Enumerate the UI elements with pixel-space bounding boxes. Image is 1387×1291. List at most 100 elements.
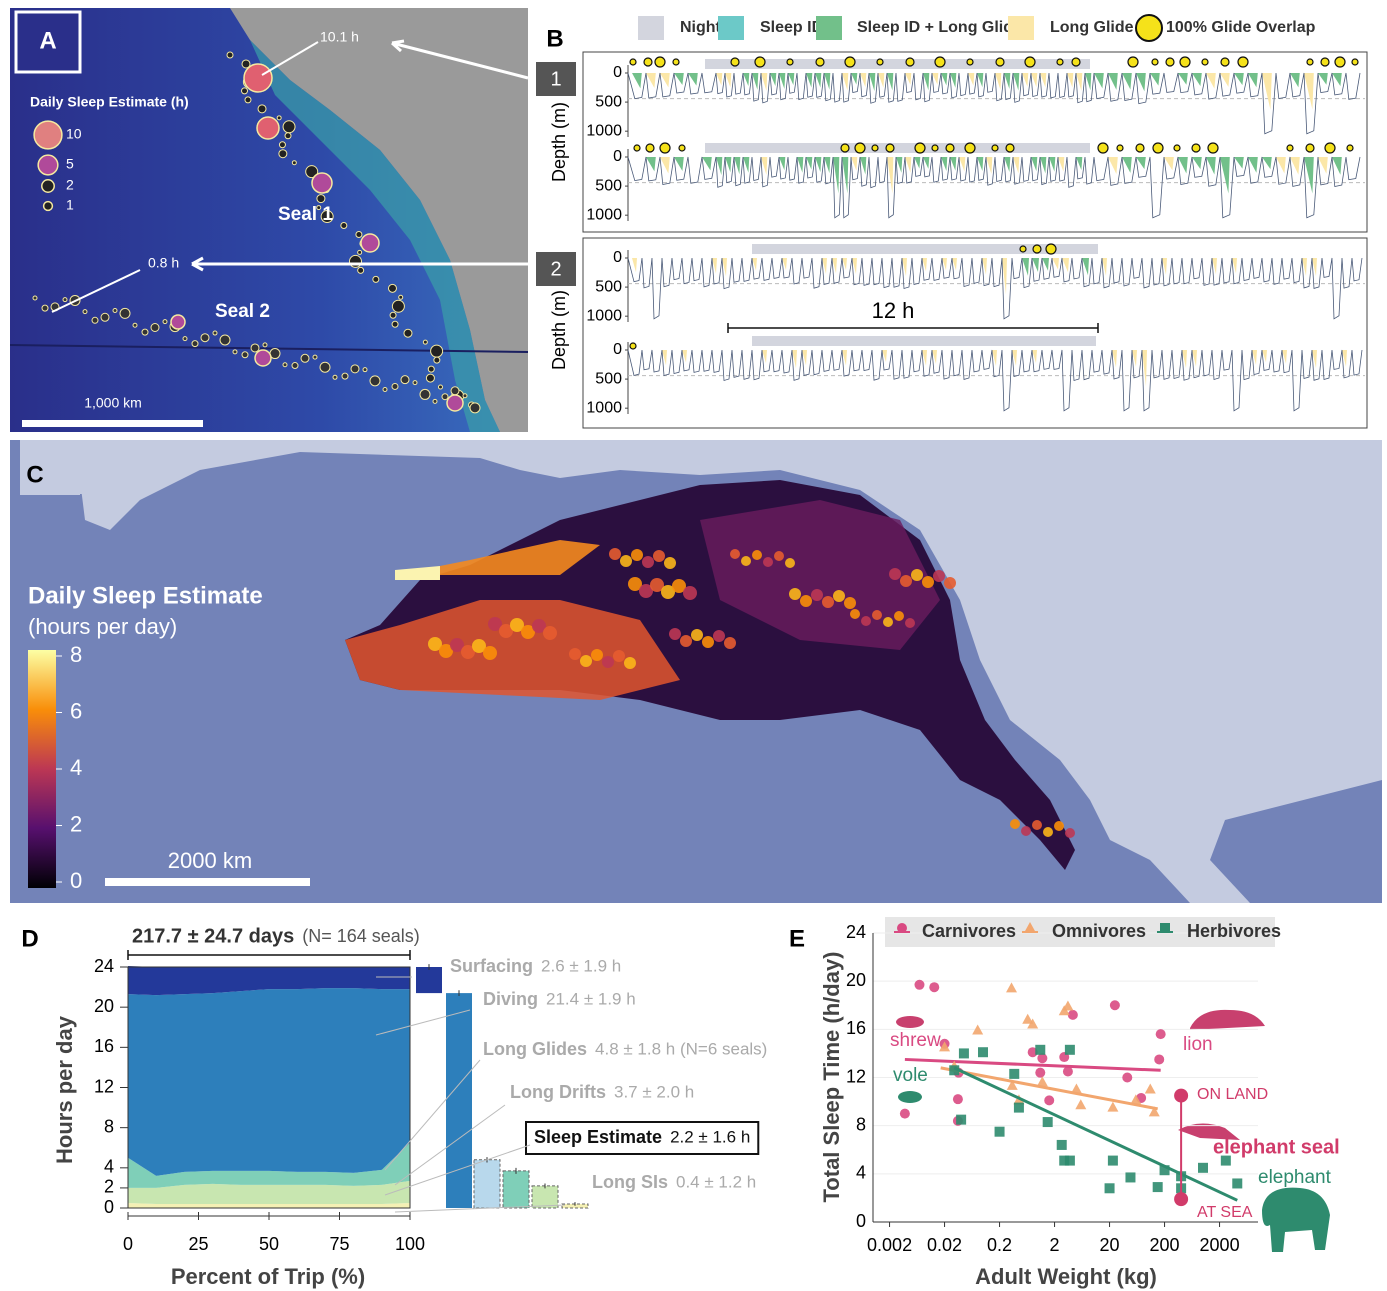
heat-dot	[602, 656, 614, 668]
heat-dot	[642, 556, 654, 568]
legend-label: Omnivores	[1052, 921, 1146, 941]
heat-dot	[1021, 826, 1031, 836]
track-dot	[426, 374, 434, 382]
track-dot	[392, 321, 398, 327]
y-tick-label: 4	[104, 1157, 114, 1177]
heat-dot	[631, 549, 643, 561]
glide-overlap	[1098, 143, 1108, 153]
heat-dot	[1065, 828, 1075, 838]
track-dot	[313, 355, 317, 359]
legend-label: Carnivores	[922, 921, 1016, 941]
summary-bar	[416, 967, 442, 993]
glide-overlap	[630, 343, 636, 349]
y-tick-label: 1000	[586, 399, 622, 416]
glide-overlap	[877, 59, 883, 65]
y-tick-label: 12	[94, 1076, 114, 1096]
annotation: ON LAND	[1197, 1086, 1268, 1103]
glide-overlap	[965, 143, 975, 153]
heat-dot	[1054, 821, 1064, 831]
heat-dot	[713, 630, 725, 642]
shrew-icon	[896, 1016, 924, 1028]
colorbar-tick-label: 0	[70, 868, 82, 893]
colorbar-tick-label: 6	[70, 698, 82, 723]
heat-dot	[624, 657, 636, 669]
track-dot	[120, 308, 130, 318]
glide-overlap	[787, 59, 793, 65]
point	[1043, 1117, 1053, 1127]
seal-label: Seal 1	[278, 204, 333, 225]
chart-title: 217.7 ± 24.7 days	[132, 925, 294, 947]
heat-dot	[680, 635, 692, 647]
legend-swatch	[638, 16, 664, 40]
track-dot	[283, 121, 295, 133]
point	[914, 980, 924, 990]
night-bar	[752, 336, 1096, 346]
legend-swatch	[718, 16, 744, 40]
x-tick-label: 0.02	[927, 1235, 962, 1255]
colorbar-title: Daily Sleep Estimate	[28, 582, 263, 609]
glide-overlap	[992, 145, 998, 151]
heat-dot	[730, 549, 740, 559]
track-dot	[320, 362, 330, 372]
heat-dot	[620, 555, 632, 567]
glide-overlap	[935, 57, 945, 67]
track-dot	[433, 399, 437, 403]
x-tick-label: 100	[395, 1234, 425, 1254]
legend-swatch	[816, 16, 842, 40]
legend-size-marker	[42, 180, 54, 192]
track-dot	[283, 363, 287, 367]
legend-size-label: 5	[66, 156, 74, 172]
panel-label: A	[39, 27, 56, 54]
track-dot	[263, 343, 267, 347]
y-tick-label: 24	[94, 956, 114, 976]
point	[1014, 1103, 1024, 1113]
y-tick-label: 20	[846, 970, 866, 990]
glide-overlap	[1046, 244, 1056, 254]
y-tick-label: 500	[595, 177, 622, 194]
lion-icon	[1190, 1010, 1265, 1030]
point	[1198, 1163, 1208, 1173]
glide-overlap	[1033, 245, 1041, 253]
track-dot	[390, 312, 396, 318]
summary-label: Long Glides	[483, 1039, 587, 1059]
figure: ADaily Sleep Estimate (h)10521Seal 1Seal…	[0, 0, 1387, 1291]
heat-dot	[609, 548, 621, 560]
track-dot	[257, 117, 279, 139]
glide-overlap	[1352, 59, 1358, 65]
summary-value-label: 0.4 ± 1.2 h	[676, 1172, 756, 1191]
colorbar-tick-label: 4	[70, 755, 82, 780]
glide-overlap	[1287, 145, 1293, 151]
y-axis-label: Depth (m)	[549, 290, 569, 370]
legend-label: Herbivores	[1187, 921, 1281, 941]
colorbar-tick-label: 8	[70, 642, 82, 667]
y-axis-label: Depth (m)	[549, 102, 569, 182]
point	[978, 1047, 988, 1057]
point	[1035, 1068, 1045, 1078]
summary-label: Diving	[483, 989, 538, 1009]
summary-value-label: 4.8 ± 1.8 h (N=6 seals)	[595, 1039, 767, 1058]
track-dot	[383, 388, 387, 392]
glide-overlap	[1192, 144, 1200, 152]
seal-point	[1174, 1089, 1188, 1103]
heat-dot	[569, 648, 581, 660]
track-dot	[279, 142, 285, 148]
legend-label: Sleep ID	[760, 19, 823, 36]
track-dot	[392, 383, 398, 389]
glide-overlap	[1020, 246, 1026, 252]
glide-overlap	[1221, 58, 1229, 66]
glide-overlap	[841, 144, 849, 152]
glide-overlap	[679, 145, 685, 151]
track-dot	[428, 366, 434, 372]
track-dot	[285, 133, 291, 139]
point	[1125, 1172, 1135, 1182]
panel-label: E	[789, 925, 805, 952]
heat-dot	[822, 596, 834, 608]
track-dot	[244, 64, 272, 92]
point	[1154, 1054, 1164, 1064]
glide-overlap	[816, 58, 824, 66]
glide-overlap	[915, 143, 925, 153]
glide-overlap	[1180, 57, 1190, 67]
glide-overlap	[932, 145, 938, 151]
glide-overlap	[1325, 143, 1335, 153]
area-layer	[128, 988, 410, 1176]
